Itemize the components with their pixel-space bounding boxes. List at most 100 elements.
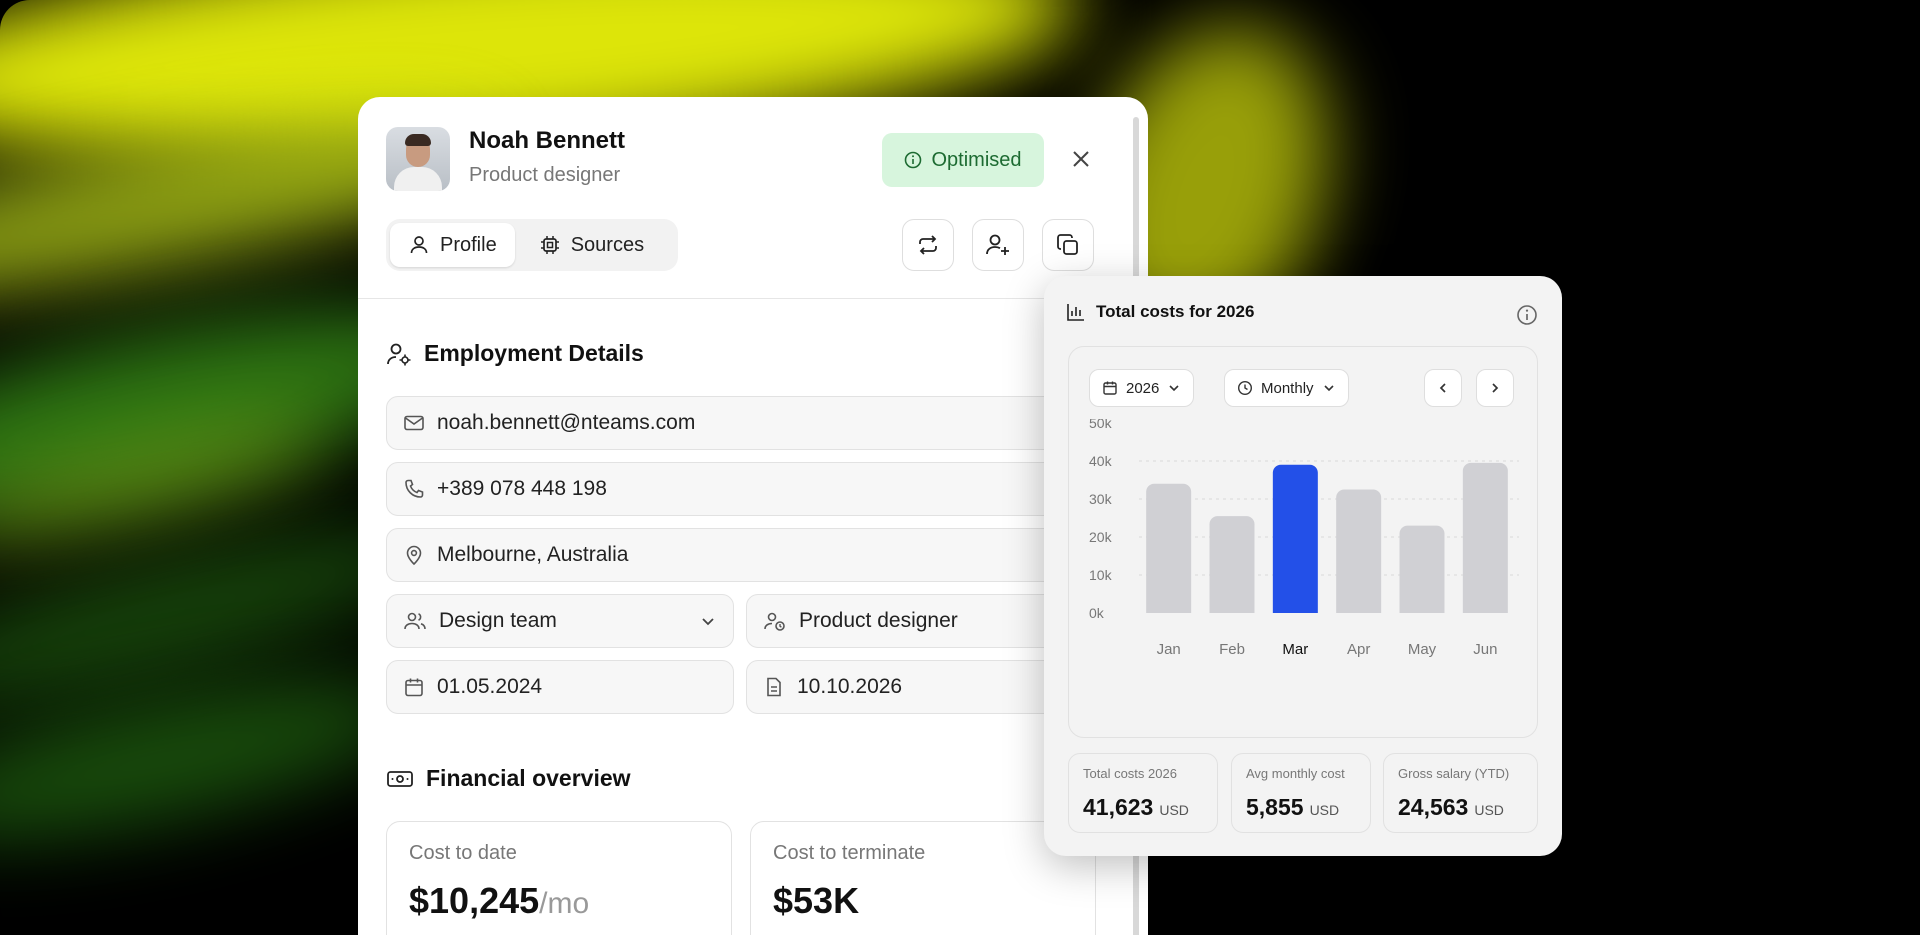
bar-apr[interactable] — [1336, 489, 1382, 614]
total-costs-panel: Total costs for 2026 2026 Monthly 50k 40k… — [1044, 276, 1562, 856]
cash-icon — [387, 770, 413, 787]
x-tick-label: Jan — [1157, 641, 1181, 658]
calendar-icon — [405, 678, 423, 697]
y-tick-label: 20k — [1089, 529, 1113, 545]
close-icon[interactable] — [1066, 144, 1096, 174]
cost-to-terminate-card: Cost to terminate $53K — [750, 821, 1096, 935]
tab-sources-label: Sources — [570, 233, 645, 256]
avatar — [386, 127, 450, 191]
bar-jun[interactable] — [1462, 462, 1508, 613]
prev-button[interactable] — [1424, 369, 1462, 407]
info-icon — [905, 151, 922, 169]
team-select[interactable]: Design team — [386, 594, 734, 648]
user-gear-icon — [387, 343, 411, 365]
year-select[interactable]: 2026 — [1089, 369, 1195, 407]
employment-title-text: Employment Details — [424, 340, 644, 366]
repeat-icon — [919, 235, 937, 255]
financial-title-text: Financial overview — [426, 765, 631, 791]
status-badge: Optimised — [882, 133, 1044, 187]
phone-field[interactable]: +389 078 448 198 — [386, 462, 1106, 516]
clock-icon — [1237, 380, 1253, 396]
employment-section-title: Employment Details — [386, 340, 644, 367]
map-pin-icon — [406, 545, 422, 566]
tab-profile[interactable]: Profile — [390, 223, 515, 267]
employee-name: Noah Bennett — [469, 127, 625, 154]
chip-icon — [540, 236, 559, 254]
position-value: Product designer — [799, 609, 958, 632]
x-tick-label: Apr — [1347, 641, 1370, 658]
team-value: Design team — [439, 609, 557, 632]
user-plus-icon — [986, 234, 1009, 255]
users-icon — [404, 612, 426, 630]
tab-sources[interactable]: Sources — [521, 223, 662, 267]
panel-title-text: Total costs for 2026 — [1096, 302, 1255, 321]
chart-container: 2026 Monthly 50k 40k 30k 20k 10k 0k Jan Feb Mar A… — [1068, 346, 1538, 738]
period-select-value: Monthly — [1261, 379, 1314, 397]
x-tick-label: Jun — [1473, 641, 1497, 658]
employee-role: Product designer — [469, 164, 621, 186]
card-header: Noah Bennett Product designer Optimised … — [358, 97, 1148, 299]
end-date-value: 10.10.2026 — [797, 675, 903, 698]
phone-value: +389 078 448 198 — [437, 477, 607, 500]
period-select[interactable]: Monthly — [1224, 369, 1349, 407]
user-badge-icon — [764, 612, 785, 631]
start-date-value: 01.05.2024 — [437, 675, 543, 698]
email-field[interactable]: noah.bennett@nteams.com — [386, 396, 1106, 450]
location-value: Melbourne, Australia — [437, 543, 629, 566]
stat-avg-monthly: Avg monthly cost 5,855 USD — [1231, 753, 1371, 833]
cost-bar-chart: 50k 40k 30k 20k 10k 0k Jan Feb Mar Apr May Jun — [1089, 419, 1519, 658]
next-button[interactable] — [1476, 369, 1514, 407]
user-icon — [410, 236, 428, 254]
cost-to-date-card: Cost to date $10,245/mo — [386, 821, 732, 935]
cost-to-terminate-label: Cost to terminate — [773, 842, 926, 864]
copy-button[interactable] — [1042, 219, 1094, 271]
info-icon[interactable] — [1516, 304, 1538, 326]
y-tick-label: 50k — [1089, 419, 1113, 431]
add-user-button[interactable] — [972, 219, 1024, 271]
tab-bar: Profile Sources — [386, 219, 678, 271]
stat-value: 5,855 USD — [1246, 794, 1340, 820]
bar-jan[interactable] — [1146, 483, 1192, 613]
tab-profile-label: Profile — [440, 233, 497, 256]
stat-total-costs: Total costs 2026 41,623 USD — [1068, 753, 1218, 833]
cost-to-date-value: $10,245/mo — [409, 880, 590, 921]
status-badge-label: Optimised — [931, 148, 1022, 171]
x-tick-label: Mar — [1282, 641, 1308, 658]
calendar-icon — [1103, 381, 1117, 395]
cost-to-date-label: Cost to date — [409, 842, 517, 864]
bar-chart-icon — [1067, 304, 1084, 321]
stat-value: 41,623 USD — [1083, 794, 1189, 820]
chevron-down-icon — [1169, 385, 1179, 392]
start-date-field[interactable]: 01.05.2024 — [386, 660, 734, 714]
stat-label: Avg monthly cost — [1246, 766, 1345, 781]
x-tick-label: Feb — [1219, 641, 1245, 658]
x-tick-label: May — [1408, 641, 1437, 658]
y-tick-label: 10k — [1089, 567, 1113, 583]
chevron-down-icon — [1323, 385, 1334, 392]
mail-icon — [404, 415, 424, 431]
y-tick-label: 30k — [1089, 491, 1113, 507]
cost-to-terminate-value: $53K — [773, 880, 860, 921]
bar-feb[interactable] — [1209, 516, 1255, 613]
bar-mar[interactable] — [1272, 464, 1318, 613]
document-icon — [767, 677, 781, 697]
financial-section-title: Financial overview — [386, 765, 631, 792]
location-field[interactable]: Melbourne, Australia — [386, 528, 1106, 582]
stat-label: Gross salary (YTD) — [1398, 766, 1510, 781]
chevron-down-icon — [702, 618, 714, 626]
chevron-left-icon — [1439, 383, 1446, 393]
stat-gross-salary: Gross salary (YTD) 24,563 USD — [1383, 753, 1538, 833]
stat-value: 24,563 USD — [1398, 794, 1504, 820]
y-tick-label: 0k — [1089, 605, 1105, 621]
y-tick-label: 40k — [1089, 453, 1113, 469]
stat-label: Total costs 2026 — [1083, 766, 1177, 781]
panel-title: Total costs for 2026 — [1066, 302, 1254, 322]
cost-to-date-unit: /mo — [539, 887, 590, 920]
year-select-value: 2026 — [1126, 379, 1160, 397]
chevron-right-icon — [1492, 383, 1499, 393]
repeat-button[interactable] — [902, 219, 954, 271]
bar-may[interactable] — [1399, 525, 1445, 613]
copy-icon — [1057, 234, 1078, 255]
phone-icon — [405, 479, 424, 498]
email-value: noah.bennett@nteams.com — [437, 411, 696, 434]
